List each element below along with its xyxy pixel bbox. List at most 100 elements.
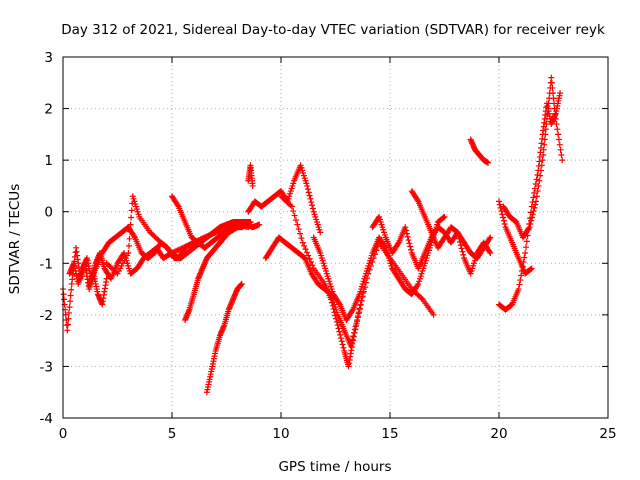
data-point xyxy=(403,227,410,234)
data-point xyxy=(306,255,313,262)
data-point xyxy=(334,322,341,329)
data-point xyxy=(407,246,414,253)
data-point xyxy=(128,207,135,214)
data-point xyxy=(556,141,563,148)
data-point xyxy=(532,201,539,208)
data-point xyxy=(304,182,311,189)
data-point xyxy=(555,136,562,143)
data-point xyxy=(557,146,564,153)
data-point xyxy=(204,233,211,240)
data-point xyxy=(440,214,447,221)
series-trace-f xyxy=(182,219,254,324)
data-point xyxy=(349,307,356,314)
data-point xyxy=(487,249,494,256)
data-point xyxy=(544,110,551,117)
data-point xyxy=(332,312,339,319)
data-point xyxy=(558,151,565,158)
data-point xyxy=(291,212,298,219)
data-point xyxy=(288,203,295,210)
data-point xyxy=(211,229,218,236)
data-point xyxy=(459,248,466,255)
data-point xyxy=(307,258,314,265)
data-point xyxy=(355,310,362,317)
data-point xyxy=(552,110,559,117)
y-axis-label: SDTVAR / TECUs xyxy=(7,184,23,294)
y-tick-label: -4 xyxy=(40,411,53,427)
data-point xyxy=(309,262,316,269)
data-point xyxy=(131,233,138,240)
data-point xyxy=(550,95,557,102)
data-point xyxy=(394,240,401,247)
data-point xyxy=(125,242,132,249)
data-point xyxy=(542,131,549,138)
data-point xyxy=(441,213,448,220)
data-point xyxy=(203,233,210,240)
data-point xyxy=(308,199,315,206)
data-point xyxy=(518,272,525,279)
data-point xyxy=(515,286,522,293)
data-point xyxy=(543,115,550,122)
data-point xyxy=(174,247,181,254)
data-point xyxy=(541,141,548,148)
data-point xyxy=(486,248,493,255)
data-point xyxy=(486,235,493,242)
data-point xyxy=(501,220,508,227)
plot-frame xyxy=(62,56,609,419)
data-point xyxy=(333,318,340,325)
data-point xyxy=(352,326,359,333)
data-point xyxy=(545,100,552,107)
data-point xyxy=(535,182,542,189)
data-point xyxy=(331,309,338,316)
x-tick-label: 0 xyxy=(59,426,68,442)
data-point xyxy=(402,224,409,231)
series-trace-e xyxy=(169,193,254,251)
data-point xyxy=(528,203,535,210)
data-point xyxy=(301,242,308,249)
data-point xyxy=(63,322,70,329)
data-point xyxy=(207,231,214,238)
data-point xyxy=(200,235,207,242)
data-point xyxy=(498,208,505,215)
data-point xyxy=(349,337,356,344)
data-point xyxy=(553,121,560,128)
data-point xyxy=(317,229,324,236)
data-point xyxy=(418,295,425,302)
data-point xyxy=(113,269,120,276)
data-point xyxy=(533,176,540,183)
data-point xyxy=(337,331,344,338)
data-point xyxy=(361,284,368,291)
data-point xyxy=(350,333,357,340)
data-point xyxy=(209,230,216,237)
grid xyxy=(63,57,608,418)
data-point xyxy=(552,115,559,122)
data-point xyxy=(487,234,494,241)
data-point xyxy=(537,167,544,174)
data-point xyxy=(520,258,527,265)
data-point xyxy=(287,202,294,209)
data-point xyxy=(555,131,562,138)
data-point xyxy=(216,227,223,234)
data-point xyxy=(338,338,345,345)
data-point xyxy=(406,240,413,247)
data-point xyxy=(557,90,564,97)
chart-title: Day 312 of 2021, Sidereal Day-to-day VTE… xyxy=(61,22,605,38)
data-point xyxy=(292,217,299,224)
data-point xyxy=(62,311,69,318)
data-point xyxy=(527,266,534,273)
data-point xyxy=(302,246,309,253)
data-point xyxy=(537,172,544,179)
data-point xyxy=(68,286,75,293)
data-point xyxy=(299,239,306,246)
data-point xyxy=(335,325,342,332)
data-point xyxy=(540,151,547,158)
data-point xyxy=(533,198,540,205)
data-point xyxy=(381,243,388,250)
data-point xyxy=(125,249,132,256)
series-trace-q xyxy=(496,90,564,313)
data-point xyxy=(542,126,549,133)
data-point xyxy=(485,159,492,166)
data-point xyxy=(525,225,532,232)
data-point xyxy=(298,235,305,242)
data-point xyxy=(205,232,212,239)
